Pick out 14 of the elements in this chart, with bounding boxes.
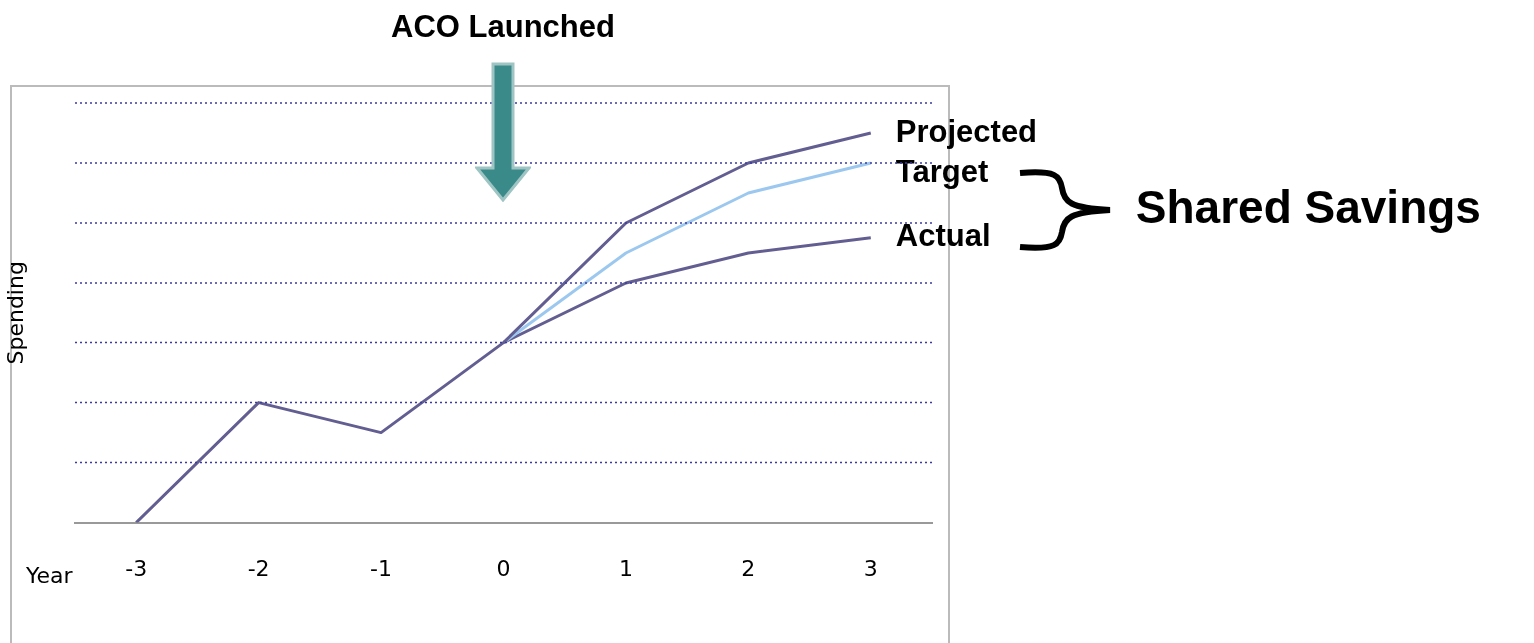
y-axis-title: Spending [2, 261, 28, 365]
series-label: Projected [895, 113, 1038, 149]
x-axis-title: Year [25, 562, 74, 588]
text: Shared Savings [1135, 181, 1481, 234]
text: ACO Launched [391, 8, 615, 44]
series-label: Actual [895, 218, 991, 254]
series-label: Target [895, 153, 989, 189]
x-tick-label: 1 [618, 555, 633, 581]
x-tick-label: -1 [370, 555, 393, 581]
x-tick-label: -2 [247, 555, 270, 581]
x-tick-label: 3 [863, 555, 878, 581]
x-tick-label: 2 [741, 555, 756, 581]
x-tick-label: 0 [496, 555, 511, 581]
x-tick-label: -3 [125, 555, 148, 581]
